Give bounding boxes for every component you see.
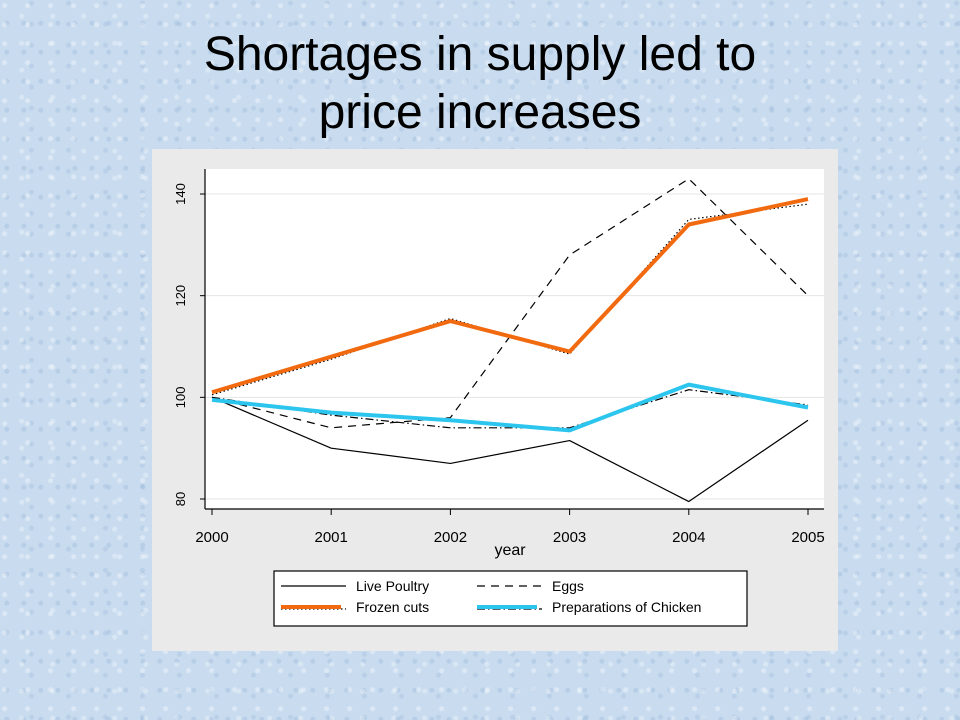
legend-label: Live Poultry: [356, 578, 429, 594]
x-tick-label: 2004: [672, 529, 705, 546]
y-tick-label: 100: [173, 386, 188, 408]
x-tick-label: 2003: [553, 529, 586, 546]
x-axis-label: year: [494, 542, 526, 559]
y-tick-label: 80: [173, 492, 188, 506]
y-tick-label: 140: [173, 183, 188, 205]
legend-box: [273, 570, 748, 627]
series-line-live-poultry: [211, 396, 809, 503]
x-tick-label: 2001: [315, 529, 348, 546]
y-tick-label: 120: [173, 285, 188, 307]
x-tick-label: 2002: [434, 529, 467, 546]
chart-panel: 80 100 120 140 2000 2001 2002 2003 2004 2005 year L…: [152, 149, 838, 651]
legend-label: Eggs: [552, 578, 584, 594]
x-tick-label: 2000: [195, 529, 228, 546]
series-line-preparations-of-chicken: [211, 382, 809, 433]
title-line-1: Shortages in supply led to: [203, 28, 757, 81]
line-chart: 80 100 120 140 2000 2001 2002 2003 2004 2005 year L…: [173, 169, 825, 627]
x-tick-label: 2005: [791, 529, 824, 546]
slide-title: Shortages in supply led to price increas…: [0, 26, 960, 142]
legend-label: Frozen cuts: [356, 599, 429, 615]
title-line-2: price increases: [318, 86, 642, 139]
legend-label: Preparations of Chicken: [552, 599, 701, 615]
series-line-frozen-cuts: [211, 197, 809, 395]
